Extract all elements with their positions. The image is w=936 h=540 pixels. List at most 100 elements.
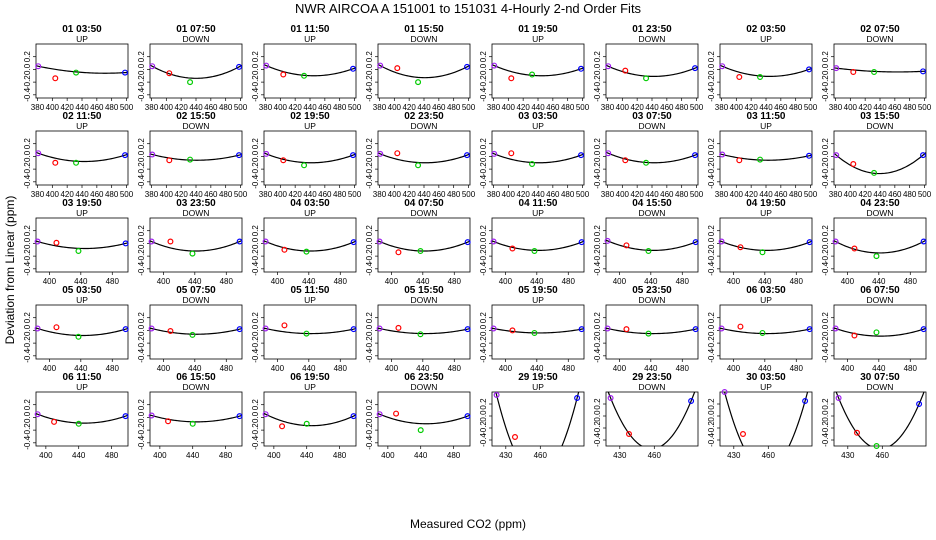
x-tick-label: 480 bbox=[447, 103, 461, 112]
fit-curve bbox=[264, 327, 356, 335]
y-tick-label: 0.2 bbox=[23, 399, 32, 411]
data-point bbox=[187, 156, 194, 163]
y-tick-label: 0.0 bbox=[479, 237, 488, 249]
fit-curve bbox=[723, 392, 809, 446]
fit-curve bbox=[720, 153, 812, 161]
x-tick-label: 460 bbox=[432, 103, 446, 112]
data-point bbox=[739, 431, 746, 438]
data-point bbox=[167, 328, 174, 335]
x-tick-label: 480 bbox=[675, 103, 689, 112]
y-tick-label: -0.4 bbox=[593, 174, 602, 188]
x-tick-label: 480 bbox=[220, 364, 234, 373]
x-tick-label: 460 bbox=[660, 103, 674, 112]
y-tick-label: -0.4 bbox=[251, 174, 260, 188]
data-point bbox=[623, 326, 630, 333]
x-tick-label: 480 bbox=[561, 190, 575, 199]
panel-frame bbox=[491, 217, 585, 273]
x-tick-label: 400 bbox=[385, 364, 399, 373]
panel-direction: DOWN bbox=[639, 121, 666, 131]
data-point bbox=[622, 67, 629, 74]
data-point bbox=[350, 326, 357, 333]
y-tick-label: 0.0 bbox=[821, 150, 830, 162]
data-point bbox=[395, 249, 402, 256]
y-tick-label: 0.0 bbox=[251, 63, 260, 75]
y-tick-label: -0.2 bbox=[479, 162, 488, 176]
x-tick-label: 420 bbox=[402, 103, 416, 112]
x-tick-label: 420 bbox=[516, 190, 530, 199]
data-point bbox=[491, 62, 498, 69]
data-point bbox=[920, 152, 927, 159]
y-tick-label: -0.2 bbox=[707, 249, 716, 263]
data-point bbox=[376, 325, 383, 332]
y-tick-label: 0.0 bbox=[23, 150, 32, 162]
fit-curve bbox=[835, 392, 925, 446]
y-tick-label: -0.2 bbox=[365, 336, 374, 350]
data-point bbox=[833, 65, 840, 72]
x-tick-label: 440 bbox=[872, 364, 886, 373]
y-tick-label: 0.2 bbox=[137, 225, 146, 237]
data-point bbox=[187, 79, 194, 86]
panel-frame bbox=[149, 391, 243, 447]
data-point bbox=[920, 326, 927, 333]
x-tick-label: 440 bbox=[302, 364, 316, 373]
y-tick-label: 0.0 bbox=[821, 63, 830, 75]
x-tick-label: 460 bbox=[876, 451, 890, 460]
panel-direction: DOWN bbox=[411, 382, 438, 392]
x-tick-label: 440 bbox=[303, 190, 317, 199]
x-tick-label: 400 bbox=[267, 451, 281, 460]
data-point bbox=[377, 150, 384, 157]
panel-title: 04 19:50 bbox=[746, 198, 786, 209]
y-tick-label: -0.4 bbox=[137, 87, 146, 101]
x-tick-label: 430 bbox=[727, 451, 741, 460]
x-tick-label: 460 bbox=[762, 451, 776, 460]
y-tick-label: 0.2 bbox=[479, 138, 488, 150]
fit-curve bbox=[606, 64, 698, 78]
y-tick-label: 0.2 bbox=[821, 51, 830, 63]
panel-title: 04 15:50 bbox=[632, 198, 672, 209]
y-tick-label: 0.0 bbox=[821, 237, 830, 249]
data-point bbox=[75, 248, 82, 255]
y-tick-label: -0.4 bbox=[479, 433, 488, 447]
data-point bbox=[303, 248, 310, 255]
data-point bbox=[166, 70, 173, 77]
y-tick-label: -0.4 bbox=[251, 261, 260, 275]
x-tick-label: 440 bbox=[302, 277, 316, 286]
x-tick-label: 400 bbox=[271, 277, 285, 286]
panel-title: 29 19:50 bbox=[518, 372, 558, 383]
x-tick-label: 480 bbox=[106, 364, 120, 373]
y-tick-label: -0.4 bbox=[137, 348, 146, 362]
data-point bbox=[757, 156, 764, 163]
panel-title: 01 03:50 bbox=[62, 24, 102, 35]
y-tick-label: 0.2 bbox=[479, 51, 488, 63]
x-tick-label: 480 bbox=[675, 190, 689, 199]
data-point bbox=[52, 159, 59, 166]
x-tick-label: 480 bbox=[219, 190, 233, 199]
x-tick-label: 440 bbox=[188, 364, 202, 373]
x-tick-label: 420 bbox=[744, 103, 758, 112]
data-point bbox=[464, 63, 471, 70]
y-tick-label: 0.0 bbox=[137, 324, 146, 336]
panel-direction: DOWN bbox=[411, 121, 438, 131]
data-point bbox=[350, 152, 357, 159]
y-tick-label: 0.2 bbox=[479, 398, 488, 410]
panel-title: 06 19:50 bbox=[290, 372, 330, 383]
data-point bbox=[835, 395, 842, 402]
data-point bbox=[148, 325, 155, 332]
y-tick-label: 0.0 bbox=[593, 63, 602, 75]
fit-curve bbox=[720, 327, 812, 335]
data-point bbox=[52, 75, 59, 82]
x-tick-label: 400 bbox=[841, 364, 855, 373]
data-point bbox=[531, 329, 538, 336]
x-tick-label: 400 bbox=[844, 190, 858, 199]
y-tick-label: -0.4 bbox=[365, 435, 374, 449]
panel-title: 05 07:50 bbox=[176, 285, 216, 296]
x-tick-label: 460 bbox=[534, 451, 548, 460]
